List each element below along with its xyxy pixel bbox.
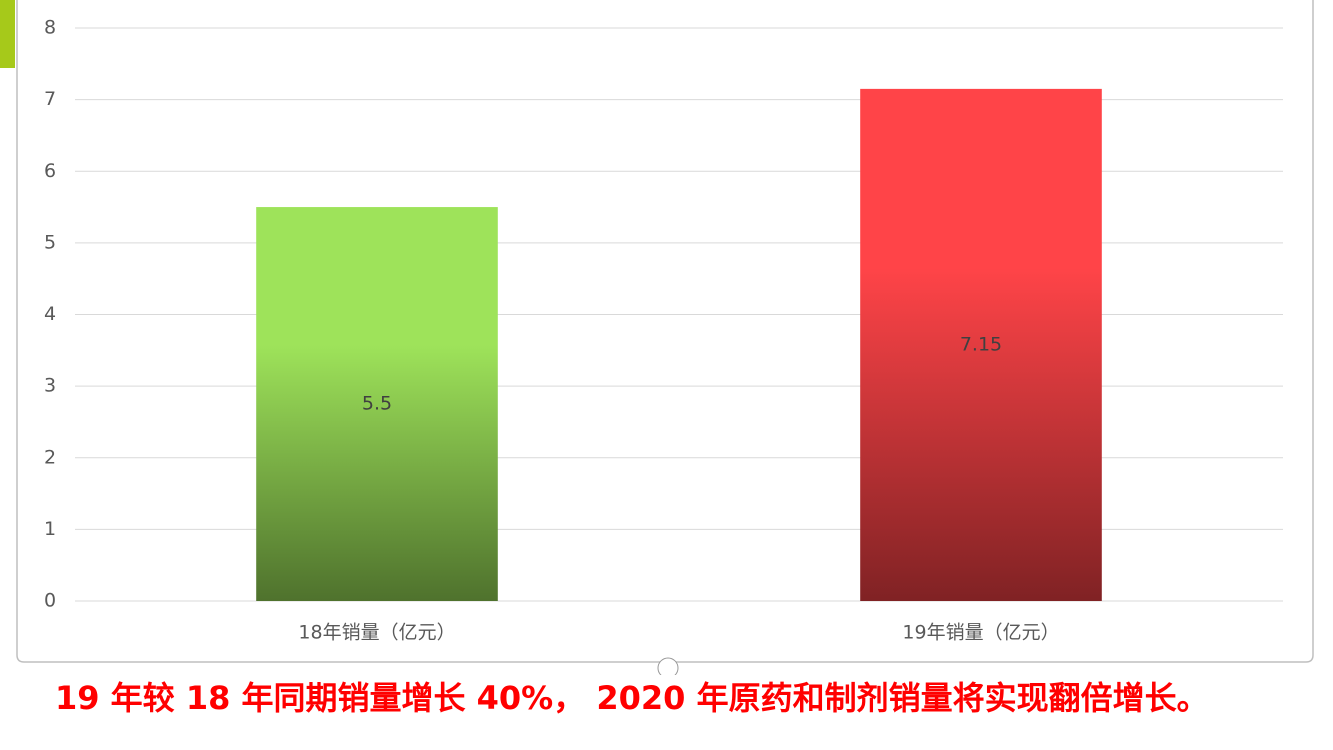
handle (657, 657, 679, 675)
y-tick-label: 2 (44, 446, 56, 468)
bar (860, 88, 1102, 602)
x-tick-label: 18年销量（亿元） (298, 622, 455, 644)
y-tick-label: 0 (44, 590, 56, 612)
y-tick-label: 6 (44, 160, 56, 182)
y-tick-label: 5 (44, 231, 56, 253)
y-tick-label: 3 (44, 375, 56, 397)
data-label: 5.5 (362, 393, 392, 415)
caption: 19 年较 18 年同期销量增长 40%， 2020 年原药和制剂销量将实现翻倍… (55, 679, 1209, 717)
y-tick-label: 8 (44, 17, 56, 39)
data-label: 7.15 (960, 333, 1002, 355)
accent-bar (0, 0, 15, 68)
x-tick-label: 19年销量（亿元） (902, 622, 1059, 644)
y-tick-label: 4 (44, 303, 56, 325)
y-tick-label: 1 (44, 518, 56, 540)
chart: 0 1 2 3 4 5 6 7 8 18年销量（亿元） 5.5 19年销量（亿元） 7.15 (0, 0, 1314, 675)
y-tick-label: 7 (44, 88, 56, 110)
bar (256, 207, 498, 601)
